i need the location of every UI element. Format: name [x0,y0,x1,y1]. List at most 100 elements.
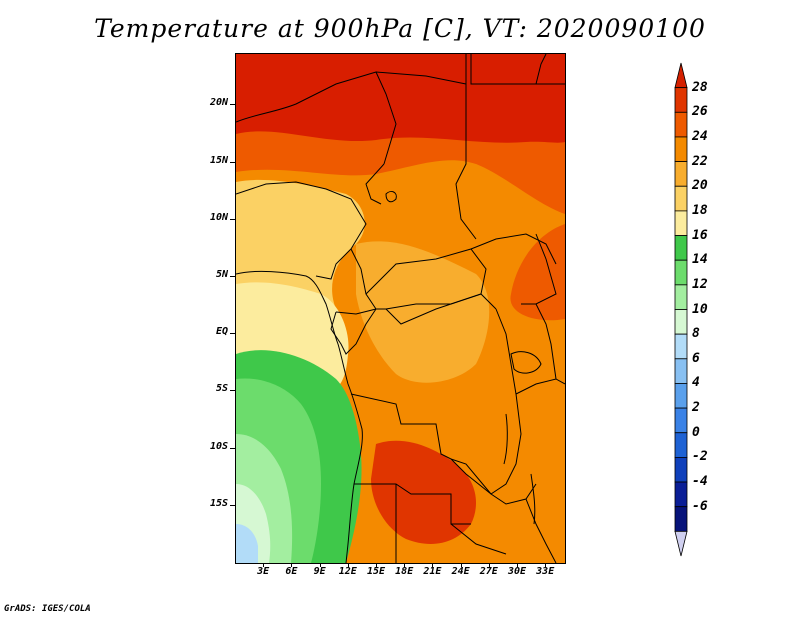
border-sudan-southsudan [470,233,557,265]
colorbar-box [674,432,688,458]
border-niger-chad [365,163,385,205]
colorbar-box [674,383,688,409]
colorbar-box [674,309,688,335]
colorbar-box [674,358,688,384]
colorbar-label: 8 [692,326,700,342]
colorbar-box [674,506,688,532]
border-kenya [535,303,557,380]
colorbar-label: 14 [692,252,708,268]
lon-tick [376,563,377,567]
lat-label: 15S [209,497,228,509]
border-mozambique [525,498,557,563]
lat-tick [230,161,235,163]
lake-malawi [530,473,536,525]
colorbar-box [674,456,688,483]
lon-tick [291,563,293,567]
lon-label: 12E [338,566,357,577]
colorbar-label: 18 [692,202,708,218]
border-algeria-libya [375,54,467,85]
colorbar-box [674,407,688,434]
colorbar-label: -4 [692,474,708,490]
lon-label: 21E [423,566,442,577]
colorbar-label: -2 [692,449,708,465]
colorbar-box [674,530,688,557]
colorbar-label: 12 [692,276,708,292]
map-title: Temperature at 900hPa [C], VT: 202009010… [94,14,706,43]
border-red-sea [535,54,547,85]
border-chad-sudan [455,84,477,240]
lon-label: 30E [507,566,527,577]
border-drc-north [385,293,497,325]
colorbar-label: 20 [692,178,708,194]
lon-tick [347,563,349,567]
lon-label: 24E [451,566,470,577]
field-east-warm [475,164,526,231]
field-zambia-hot [371,440,476,544]
border-southsudan-ethiopia [521,233,557,305]
colorbar-label: -6 [692,498,708,514]
lake-chad [385,191,397,203]
border-nigeria [236,181,367,280]
border-mali-niger [236,71,397,165]
colorbar-box [674,210,688,236]
lon-label: 9E [313,566,326,577]
lon-tick [460,563,462,567]
border-tanzania [515,378,565,395]
lon-label: 6E [285,566,298,577]
lon-label: 33E [536,566,555,577]
colorbar-box [674,235,688,261]
lon-label: 3E [257,566,270,577]
colorbar-label: 10 [692,301,708,317]
border-bots-zim [450,523,507,555]
lat-tick [230,218,235,220]
colorbar-box [674,136,688,162]
colorbar-label: 24 [692,128,708,144]
credit-label: GrADS: IGES/COLA [4,604,91,614]
colorbar-box [674,333,688,360]
border-angola-south [354,483,471,525]
lon-tick [488,563,490,567]
colorbar-box [674,481,688,508]
colorbar-box [674,259,688,286]
border-drc-east [490,308,522,495]
lon-label: 15E [366,566,386,577]
lon-tick [404,563,406,567]
lat-label: 5S [215,383,228,395]
colorbar-box [674,87,688,113]
lon-tick [432,563,434,567]
lon-label: 27E [479,566,498,577]
lat-tick [230,104,235,106]
lat-tick [230,276,235,278]
temperature-map [235,53,566,564]
lat-label: EQ [215,326,228,338]
colorbar-label: 28 [692,79,708,95]
lat-tick [230,504,235,506]
lat-tick [230,333,235,335]
colorbar-label: 2 [692,400,700,416]
lat-label: 15N [209,154,228,166]
colorbar-box [674,185,688,212]
colorbar-box [674,62,688,89]
lat-label: 5N [215,269,228,281]
lat-tick [230,447,235,449]
lat-label: 10S [209,440,228,452]
field-congo-basin [356,241,490,383]
lon-tick [545,563,547,567]
lon-tick [319,563,321,567]
colorbar-label: 26 [692,104,708,120]
lat-label: 10N [209,211,228,223]
colorbar-box [674,111,688,138]
lon-tick [263,563,265,567]
colorbar-label: 0 [692,424,700,440]
colorbar-label: 22 [692,153,708,169]
border-cameroon [335,248,377,315]
border-angola-drc [350,393,492,495]
colorbar-box [674,161,688,187]
colorbar-label: 16 [692,227,708,243]
lake-tanganyika [503,413,508,465]
country-borders [236,54,565,563]
colorbar-label: 4 [692,375,700,391]
lon-label: 18E [395,566,414,577]
border-zambia [450,458,537,505]
